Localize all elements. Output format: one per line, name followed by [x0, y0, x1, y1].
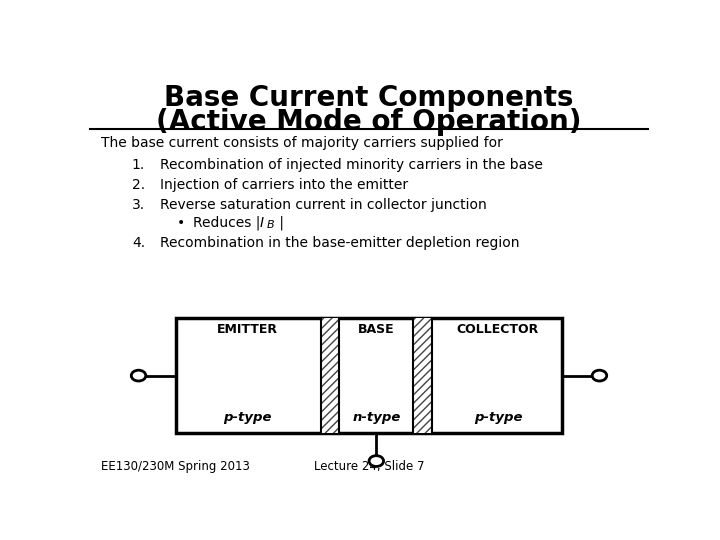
Circle shape [131, 370, 145, 381]
Text: 2.: 2. [132, 178, 145, 192]
Text: $\it{B}$: $\it{B}$ [266, 218, 275, 230]
Text: COLLECTOR: COLLECTOR [457, 323, 539, 336]
Text: Injection of carriers into the emitter: Injection of carriers into the emitter [160, 178, 408, 192]
Text: 3.: 3. [132, 198, 145, 212]
Text: •: • [176, 216, 185, 229]
Circle shape [369, 456, 384, 467]
Text: Base Current Components: Base Current Components [164, 84, 574, 112]
Text: 1.: 1. [132, 158, 145, 172]
Text: Recombination in the base-emitter depletion region: Recombination in the base-emitter deplet… [160, 235, 519, 249]
Bar [413, 319, 432, 433]
Bar [321, 319, 339, 433]
Text: $\it{I}$: $\it{I}$ [258, 216, 264, 229]
Circle shape [592, 370, 607, 381]
Text: 4.: 4. [132, 235, 145, 249]
Text: Reverse saturation current in collector junction: Reverse saturation current in collector … [160, 198, 487, 212]
Text: EE130/230M Spring 2013: EE130/230M Spring 2013 [101, 460, 250, 473]
Text: p-type: p-type [223, 410, 272, 424]
Text: Recombination of injected minority carriers in the base: Recombination of injected minority carri… [160, 158, 543, 172]
Text: |: | [275, 216, 284, 230]
Bar [176, 319, 562, 433]
Text: p-type: p-type [474, 410, 522, 424]
Text: (Active Mode of Operation): (Active Mode of Operation) [156, 109, 582, 137]
Text: The base current consists of majority carriers supplied for: The base current consists of majority ca… [101, 136, 503, 150]
Text: EMITTER: EMITTER [217, 323, 278, 336]
Text: BASE: BASE [358, 323, 395, 336]
Text: n-type: n-type [352, 410, 400, 424]
Text: Lecture 24, Slide 7: Lecture 24, Slide 7 [314, 460, 424, 473]
Text: Reduces |: Reduces | [193, 216, 265, 230]
